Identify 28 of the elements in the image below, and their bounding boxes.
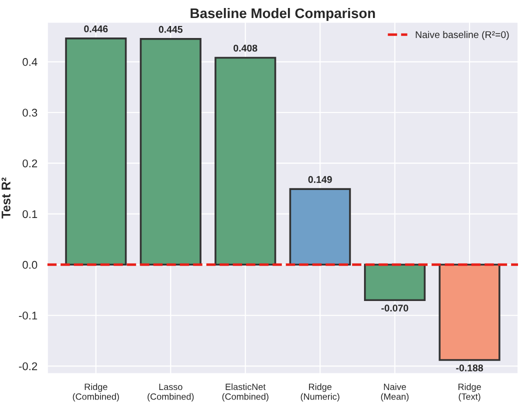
x-tick-label: Ridge (Combined) <box>72 383 119 402</box>
data-label: 0.446 <box>84 25 108 32</box>
data-label: 0.149 <box>308 176 332 183</box>
y-tick-label: 0.4 <box>22 58 38 66</box>
y-tick-label: 0.0 <box>22 260 38 269</box>
data-label: 0.408 <box>234 44 258 52</box>
y-tick-label: -0.1 <box>18 312 38 320</box>
x-tick-label: Naive (Mean) <box>381 383 409 402</box>
y-tick-label: 0.2 <box>22 159 38 168</box>
bar <box>438 264 500 361</box>
legend-label: Naive baseline (R²=0) <box>416 30 509 40</box>
x-tick-label: Lasso (Combined) <box>148 384 194 402</box>
bar <box>65 38 127 266</box>
x-tick-label: ElasticNet (Combined) <box>222 383 268 402</box>
bar <box>364 264 426 302</box>
data-label: -0.188 <box>456 364 484 372</box>
data-label: -0.070 <box>381 304 408 312</box>
bar <box>289 188 351 266</box>
bar <box>140 38 202 266</box>
y-tick-label: 0.3 <box>22 108 38 117</box>
chart-title: Baseline Model Comparison <box>190 8 375 21</box>
data-label: 0.445 <box>158 26 183 33</box>
y-tick-label: -0.2 <box>18 362 38 370</box>
bar <box>214 56 276 266</box>
y-axis-title: Test R² <box>2 178 10 219</box>
x-tick-label: Ridge (Text) <box>458 383 481 402</box>
x-tick-label: Ridge (Numeric) <box>300 383 340 402</box>
y-tick-label: 0.1 <box>22 210 38 218</box>
